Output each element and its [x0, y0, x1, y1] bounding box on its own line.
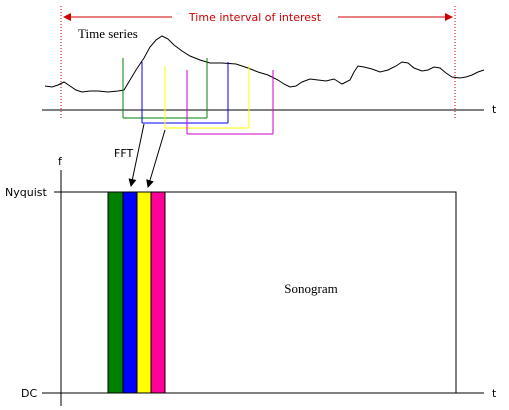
- fft-window-2: [141, 62, 229, 124]
- fft-window-3: [164, 66, 250, 129]
- sonogram-title: Sonogram: [284, 281, 337, 296]
- freq-axis-label: f: [58, 155, 63, 168]
- sonogram-band-2: [122, 191, 138, 394]
- dc-label: DC: [21, 387, 37, 400]
- fft-window-4: [186, 70, 274, 135]
- sonogram-band-1: [107, 191, 124, 394]
- sonogram-band-4: [150, 191, 166, 394]
- time-series-label: Time series: [78, 26, 138, 41]
- interval-label: Time interval of interest: [188, 11, 322, 24]
- time-series-curve: [44, 35, 485, 93]
- top-time-axis-label: t: [492, 103, 497, 116]
- bottom-time-axis-label: t: [492, 387, 497, 400]
- fft-arrow-1: [128, 123, 145, 187]
- fft-label: FFT: [114, 147, 133, 160]
- nyquist-label: Nyquist: [5, 186, 47, 199]
- sonogram-band-3: [136, 191, 152, 394]
- fft-arrow-2: [146, 129, 166, 188]
